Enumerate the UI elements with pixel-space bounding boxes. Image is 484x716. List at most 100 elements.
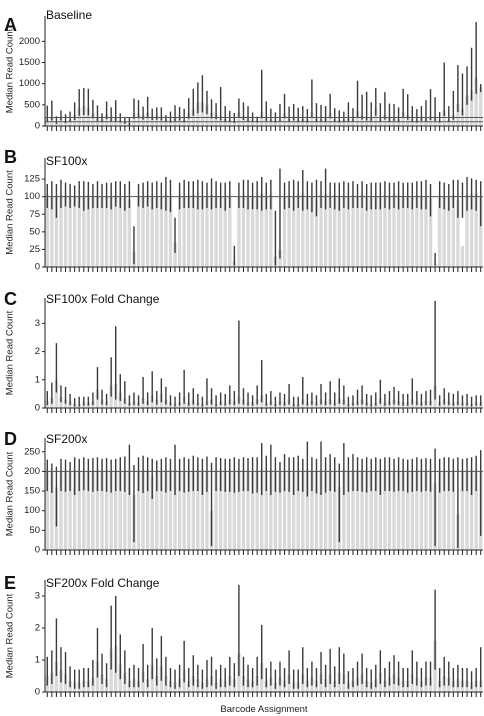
bar bbox=[460, 245, 465, 267]
bar bbox=[437, 472, 442, 550]
bar bbox=[437, 120, 442, 126]
y-tick-label: 75 bbox=[29, 209, 40, 220]
bar bbox=[136, 195, 141, 267]
bar bbox=[68, 119, 72, 126]
bar bbox=[177, 196, 182, 267]
bar bbox=[428, 198, 433, 267]
bar bbox=[260, 193, 264, 267]
y-tick-label: 0 bbox=[35, 545, 40, 556]
bar bbox=[191, 195, 195, 267]
bar bbox=[479, 197, 483, 267]
y-tick-label: 50 bbox=[29, 525, 40, 536]
bar bbox=[264, 196, 268, 267]
bar bbox=[228, 471, 232, 550]
panel-e: E SF200x Fold Change Median Read Count 0 1 2 3 bbox=[4, 573, 483, 698]
bar bbox=[296, 195, 300, 267]
y-tick-label: 25 bbox=[29, 244, 40, 255]
bar bbox=[428, 116, 433, 126]
panel-letter: C bbox=[4, 289, 17, 309]
bar bbox=[155, 471, 159, 550]
bar bbox=[150, 475, 154, 550]
bar bbox=[346, 471, 351, 550]
bar bbox=[182, 120, 186, 126]
panel-letter: E bbox=[4, 573, 16, 593]
bar bbox=[82, 196, 86, 267]
bar bbox=[86, 107, 91, 126]
y-tick-label: 2000 bbox=[19, 36, 40, 47]
bar bbox=[310, 471, 314, 550]
bar bbox=[342, 195, 346, 267]
panel-d: D SF200x Median Read Count 0 50 100 150 200 250 bbox=[4, 429, 483, 556]
bar bbox=[437, 196, 442, 267]
bar bbox=[469, 193, 474, 267]
bar bbox=[255, 471, 259, 550]
bar bbox=[287, 118, 291, 126]
bar bbox=[218, 470, 223, 550]
bar bbox=[301, 194, 305, 267]
bar bbox=[415, 470, 419, 550]
bar bbox=[177, 471, 182, 550]
bar bbox=[447, 471, 451, 550]
bar bbox=[214, 114, 218, 126]
bar bbox=[342, 470, 346, 550]
y-tick-label: 1000 bbox=[19, 78, 40, 89]
bar bbox=[237, 196, 241, 267]
bar bbox=[118, 120, 122, 126]
bar bbox=[479, 87, 483, 126]
bar bbox=[474, 77, 478, 126]
bar bbox=[196, 102, 200, 126]
panel-a: A Baseline Median Read Count 0 500 1000 1500 20… bbox=[4, 8, 483, 132]
bar bbox=[278, 471, 282, 550]
bar bbox=[301, 471, 305, 550]
bar bbox=[355, 111, 360, 126]
bar bbox=[63, 121, 68, 126]
y-tick-label: 2 bbox=[35, 346, 40, 357]
bar bbox=[45, 119, 49, 126]
bar bbox=[104, 114, 109, 126]
bar bbox=[291, 472, 296, 550]
bar bbox=[314, 199, 319, 267]
bar bbox=[168, 470, 173, 550]
bar bbox=[323, 472, 328, 550]
bar bbox=[136, 113, 141, 126]
bar bbox=[82, 106, 86, 126]
bar bbox=[396, 470, 401, 550]
y-axis-label: Median Read Count bbox=[5, 593, 16, 678]
bar bbox=[123, 122, 127, 126]
bar bbox=[451, 195, 456, 267]
bar bbox=[269, 119, 273, 126]
bar bbox=[159, 471, 164, 550]
bar bbox=[442, 470, 446, 550]
bar bbox=[187, 113, 191, 126]
y-tick-label: 50 bbox=[29, 226, 40, 237]
bar bbox=[95, 195, 100, 267]
bar bbox=[428, 471, 433, 550]
bar bbox=[59, 194, 63, 267]
bar bbox=[168, 120, 173, 126]
panel-letter: A bbox=[4, 15, 17, 35]
bar bbox=[460, 471, 465, 550]
bar bbox=[72, 115, 77, 126]
bar bbox=[401, 195, 405, 267]
bar bbox=[296, 119, 300, 126]
bar bbox=[387, 195, 392, 267]
y-tick-label: 3 bbox=[35, 318, 40, 329]
bar bbox=[59, 471, 63, 550]
bar bbox=[374, 196, 378, 267]
bar bbox=[333, 471, 337, 550]
bar bbox=[50, 471, 54, 550]
bar bbox=[291, 196, 296, 267]
bar bbox=[451, 471, 456, 550]
bar bbox=[68, 196, 72, 267]
bar bbox=[319, 470, 323, 550]
bar bbox=[82, 471, 86, 550]
y-tick-label: 0 bbox=[35, 687, 40, 698]
bar bbox=[100, 119, 104, 126]
bar bbox=[355, 471, 360, 550]
bar bbox=[342, 119, 346, 126]
y-tick-label: 0 bbox=[35, 121, 40, 132]
bar bbox=[269, 470, 273, 550]
bar bbox=[205, 196, 209, 267]
